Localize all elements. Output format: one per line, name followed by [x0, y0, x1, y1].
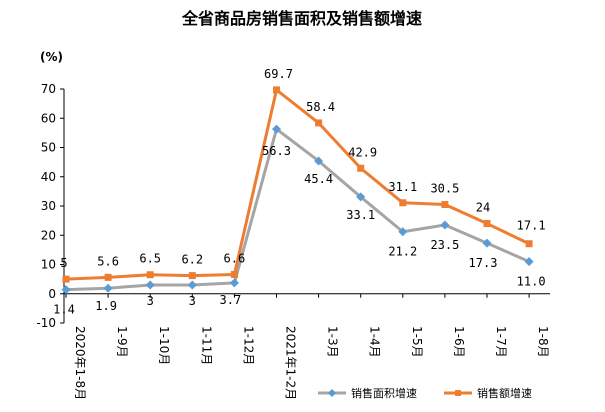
data-point: [440, 220, 450, 230]
data-point: [524, 257, 534, 267]
data-point: [272, 124, 281, 134]
series-layer: [61, 86, 534, 295]
data-point: [441, 201, 449, 209]
y-tick-label: 0: [48, 287, 56, 301]
data-label: 6.2: [181, 253, 203, 267]
y-tick-label: 50: [41, 141, 56, 155]
x-tick-label: 2020年1-8月: [73, 326, 87, 400]
data-label: 42.9: [348, 145, 377, 159]
x-tick-label: 1-9月: [115, 326, 129, 358]
data-point: [482, 238, 492, 248]
data-point: [188, 272, 196, 280]
data-point: [398, 227, 408, 237]
y-tick-label: 70: [41, 82, 56, 96]
y-tick-label: 10: [41, 258, 56, 272]
y-tick-label: -10: [36, 316, 56, 330]
data-label: 1.4: [53, 303, 75, 317]
data-label: 17.1: [517, 219, 546, 233]
data-point: [187, 280, 197, 290]
x-tick-label: 1-8月: [536, 326, 550, 358]
legend-label: 销售面积增速: [351, 386, 417, 400]
x-tick-label: 2021年1-2月: [284, 326, 298, 400]
data-point: [146, 271, 154, 279]
data-point: [104, 273, 112, 281]
data-label: 58.4: [306, 100, 335, 114]
data-point: [356, 192, 366, 202]
data-label: 6.5: [139, 252, 161, 266]
data-point: [399, 199, 407, 207]
data-point: [273, 86, 280, 94]
x-tick-label: 1-10月: [157, 326, 171, 365]
data-point: [145, 280, 155, 290]
data-label: 45.4: [304, 172, 333, 186]
x-tick-label: 1-11月: [199, 326, 213, 365]
y-tick-label: 60: [41, 111, 56, 125]
series-line: [65, 88, 530, 281]
data-label: 30.5: [430, 182, 459, 196]
data-label: 17.3: [469, 256, 498, 270]
data-point: [525, 240, 533, 248]
data-label: 69.7: [264, 67, 293, 81]
data-label: 1.9: [95, 299, 117, 313]
y-axis-unit-label: (%): [40, 50, 63, 64]
legend-marker: [328, 389, 336, 397]
series-line: [65, 127, 530, 292]
data-label: 5.6: [97, 254, 119, 268]
x-tick-label: 1-7月: [494, 326, 508, 358]
y-tick-label: 20: [41, 228, 56, 242]
data-label: 3: [147, 294, 154, 308]
data-point: [230, 270, 238, 278]
data-label: 6.6: [224, 251, 246, 265]
legend-label: 销售额增速: [477, 386, 532, 400]
data-label: 3: [189, 294, 196, 308]
axes: -10 0 10 20 30 40 50 60 70 2020年1-8月 1-9月 1-10月 1-11…: [36, 82, 550, 400]
data-label: 24: [476, 201, 490, 215]
x-tick-label: 1-6月: [452, 326, 466, 358]
data-point: [103, 283, 113, 293]
data-label: 23.5: [430, 238, 459, 252]
data-label: 56.3: [262, 144, 291, 158]
data-label: 21.2: [388, 245, 417, 259]
x-tick-label: 1-12月: [241, 326, 255, 365]
chart-title: 全省商品房销售面积及销售额增速: [181, 9, 422, 28]
data-label: 33.1: [346, 208, 375, 222]
data-point: [483, 220, 491, 228]
data-point: [314, 156, 324, 166]
data-point: [61, 285, 71, 295]
x-tick-label: 1-3月: [326, 326, 340, 358]
data-label: 31.1: [388, 180, 417, 194]
legend-marker: [455, 390, 461, 396]
x-tick-label: 1-5月: [410, 326, 424, 358]
data-labels: 1.4 1.9 3 3 3.7 56.3 45.4 33.1 21.2 23.5 17.3 11.0 5…: [53, 67, 545, 317]
y-tick-label: 30: [41, 199, 56, 213]
data-point: [315, 119, 323, 127]
data-point: [62, 275, 70, 283]
y-tick-label: 40: [41, 170, 56, 184]
data-point: [357, 164, 365, 172]
data-label: 3.7: [220, 293, 242, 307]
data-label: 5: [60, 256, 67, 270]
data-label: 11.0: [517, 275, 546, 289]
x-tick-label: 1-4月: [368, 326, 382, 358]
data-point: [229, 278, 239, 288]
legend: 销售面积增速 销售额增速: [318, 386, 532, 400]
